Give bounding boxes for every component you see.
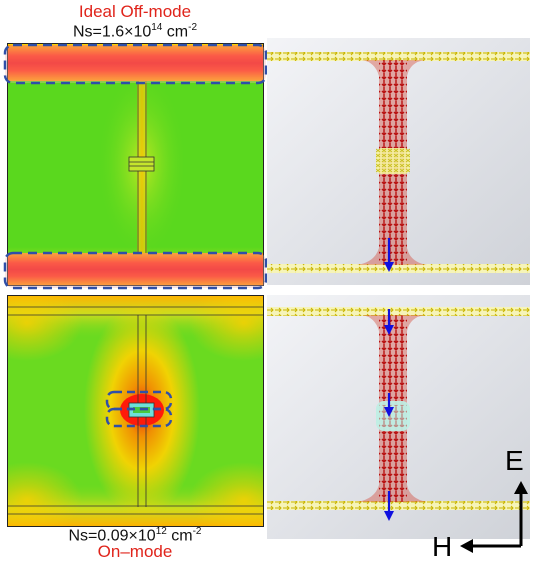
- off-mode-carrier-density: Ns=1.6×1014 cm-2: [72, 22, 198, 41]
- off-mode-field-map: [7, 43, 264, 286]
- e-axis-label: E: [505, 445, 524, 476]
- on-mode-current-view: [267, 295, 530, 539]
- off-mode-current-view: [267, 38, 530, 285]
- off-mode-label: Ideal Off-mode: [78, 2, 192, 21]
- on-mode-field-map: [7, 295, 264, 527]
- on-mode-carrier-density: Ns=0.09×1012 cm-2: [68, 526, 202, 545]
- on-mode-label: On–mode: [97, 542, 173, 561]
- h-axis-label: H: [432, 531, 453, 562]
